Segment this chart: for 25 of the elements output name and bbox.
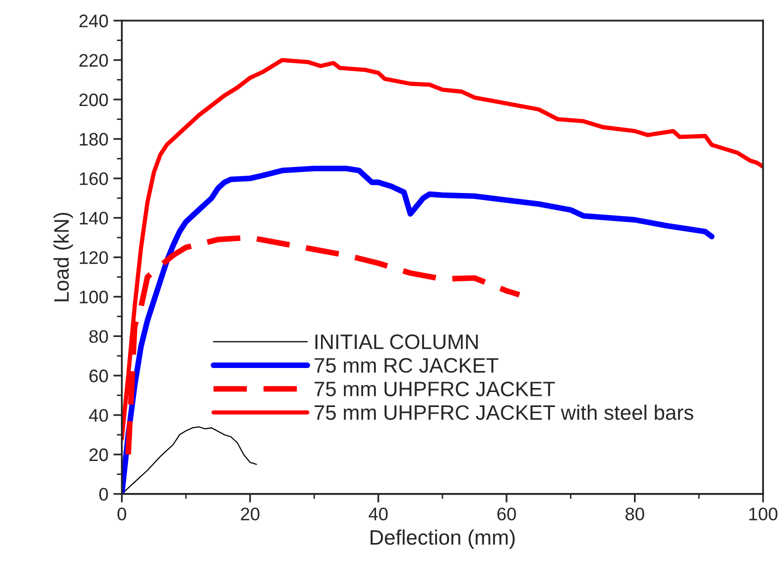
legend-label: 75 mm UHPFRC JACKET with steel bars bbox=[314, 404, 694, 420]
y-tick-label: 100 bbox=[80, 290, 108, 304]
x-axis-title: Deflection (mm) bbox=[370, 530, 515, 549]
x-tick-label: 80 bbox=[626, 508, 644, 520]
y-tick-label: 120 bbox=[80, 251, 108, 264]
y-tick-label: 240 bbox=[79, 14, 108, 28]
y-axis-title: Load (kN) bbox=[54, 212, 73, 302]
y-tick-label: 80 bbox=[89, 330, 108, 343]
x-tick-label: 100 bbox=[749, 508, 778, 520]
x-tick-label: 60 bbox=[497, 508, 516, 520]
y-tick-label: 40 bbox=[88, 408, 108, 422]
y-tick-label: 0 bbox=[99, 488, 108, 501]
legend-label: 75 mm UHPFRC JACKET bbox=[314, 382, 555, 396]
x-tick-label: 0 bbox=[118, 508, 126, 520]
y-tick-label: 140 bbox=[80, 212, 108, 225]
legend-label: 75 mm RC JACKET bbox=[314, 358, 498, 373]
y-tick-label: 180 bbox=[80, 132, 108, 146]
x-tick-label: 20 bbox=[240, 508, 260, 520]
y-tick-label: 160 bbox=[80, 172, 108, 186]
y-tick-label: 20 bbox=[89, 448, 108, 462]
x-tick-label: 40 bbox=[368, 508, 388, 520]
legend-label: INITIAL COLUMN bbox=[315, 334, 478, 350]
y-tick-label: 200 bbox=[79, 93, 108, 106]
y-tick-label: 60 bbox=[89, 370, 108, 382]
y-tick-label: 220 bbox=[79, 54, 108, 67]
